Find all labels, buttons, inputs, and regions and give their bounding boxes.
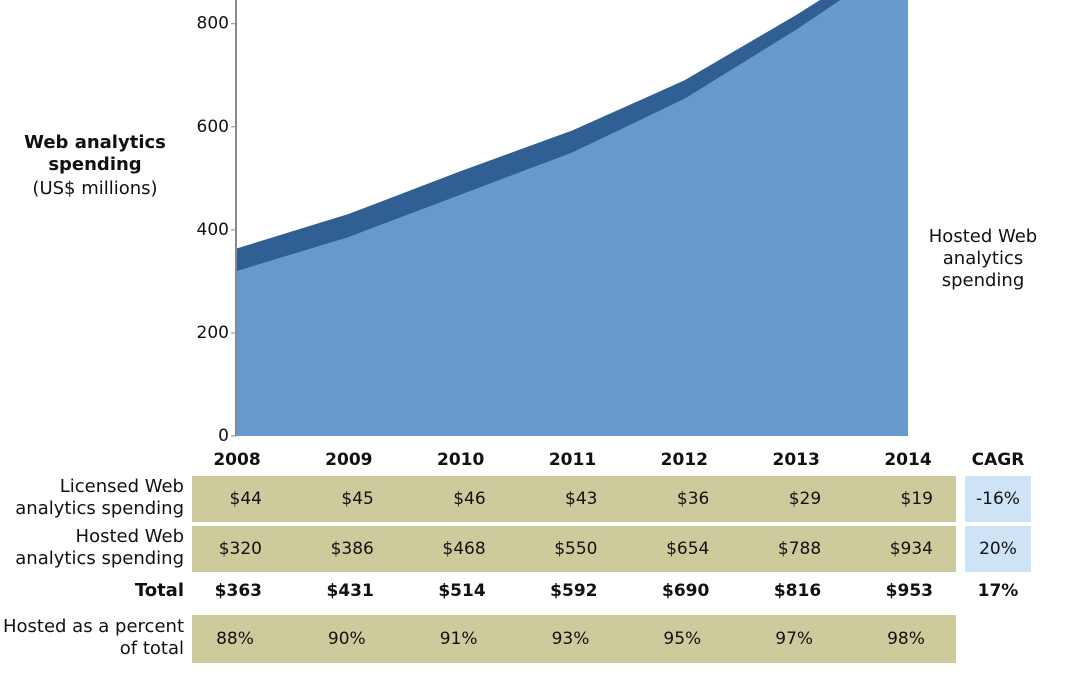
y-tick-label: 0 (218, 426, 229, 446)
row-band (192, 526, 956, 572)
table-cell: 97% (775, 629, 813, 649)
cagr-band (965, 476, 1031, 522)
table-cell: $654 (666, 539, 709, 559)
legend-label: Hosted Web analytics spending (928, 226, 1038, 291)
x-tick-label: 2010 (437, 450, 484, 470)
x-tick-label: 2009 (325, 450, 372, 470)
table-cell: $45 (341, 489, 373, 509)
area-hosted (237, 0, 908, 436)
table-cell: $386 (331, 539, 374, 559)
table-cell: $363 (215, 581, 262, 601)
y-axis-unit: (US$ millions) (32, 178, 158, 199)
table-cell: $690 (662, 581, 709, 601)
cagr-cell: 20% (979, 539, 1017, 559)
table-cell: $320 (219, 539, 262, 559)
table-cell: 93% (552, 629, 590, 649)
y-tick-label: 600 (197, 117, 229, 137)
cagr-header: CAGR (972, 450, 1025, 470)
row-label: Hosted as a percent of total (2, 616, 184, 659)
table-cell: $953 (886, 581, 933, 601)
row-label: Total (134, 580, 184, 601)
table-cell: 90% (328, 629, 366, 649)
table-cell: $29 (789, 489, 821, 509)
table-cell: $19 (901, 489, 933, 509)
y-tick-label: 200 (197, 323, 229, 343)
table-cell: 91% (440, 629, 478, 649)
table-cell: $36 (677, 489, 709, 509)
table-cell: $816 (774, 581, 821, 601)
table-cell: $46 (453, 489, 485, 509)
x-tick-label: 2014 (884, 450, 931, 470)
cagr-band (965, 526, 1031, 572)
table-cell: 88% (216, 629, 254, 649)
table-cell: $550 (554, 539, 597, 559)
area-licensed (237, 0, 841, 272)
y-axis-label: Web analytics spending (24, 132, 166, 175)
x-tick-label: 2013 (773, 450, 820, 470)
y-tick-label: 800 (197, 14, 229, 34)
table-cell: $468 (442, 539, 485, 559)
table-cell: $44 (230, 489, 262, 509)
row-band (192, 615, 956, 663)
x-tick-label: 2008 (213, 450, 260, 470)
table-cell: $592 (550, 581, 597, 601)
table-cell: $788 (778, 539, 821, 559)
table-cell: $431 (327, 581, 374, 601)
row-label: Hosted Web analytics spending (15, 526, 184, 569)
table-cell: $934 (890, 539, 933, 559)
cagr-cell: 17% (978, 581, 1019, 601)
x-tick-label: 2011 (549, 450, 596, 470)
y-tick-label: 400 (197, 220, 229, 240)
x-tick-label: 2012 (661, 450, 708, 470)
table-cell: $514 (438, 581, 485, 601)
table-cell: $43 (565, 489, 597, 509)
cagr-cell: -16% (976, 489, 1020, 509)
table-cell: 95% (663, 629, 701, 649)
table-cell: 98% (887, 629, 925, 649)
row-band (192, 476, 956, 522)
row-label: Licensed Web analytics spending (15, 476, 184, 519)
